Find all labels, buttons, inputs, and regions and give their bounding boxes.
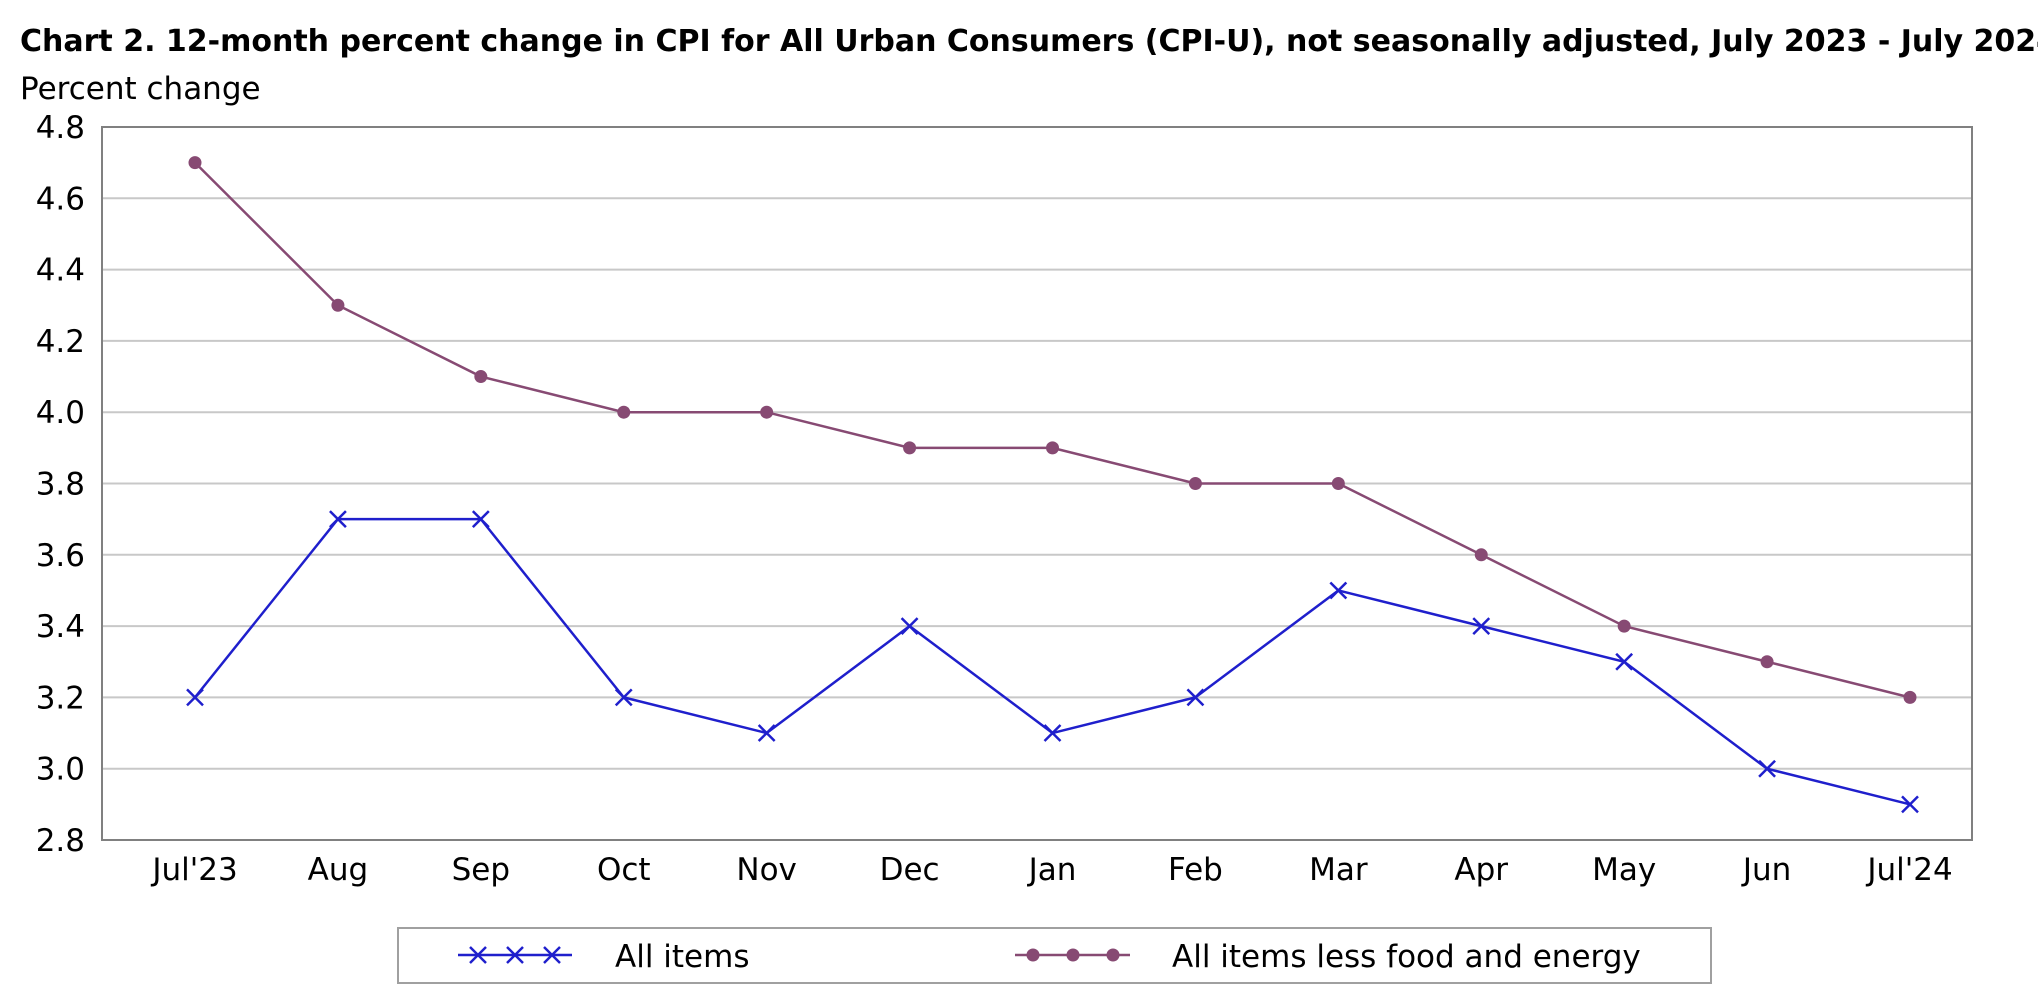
y-tick-label: 4.8 <box>36 110 85 146</box>
x-marker-stroke <box>329 510 347 529</box>
x-marker-stroke <box>900 617 919 635</box>
x-marker-stroke <box>1615 652 1634 671</box>
data-point <box>903 441 917 455</box>
plot-area-frame <box>101 126 1973 841</box>
x-marker-stroke <box>1472 617 1491 635</box>
data-point <box>760 405 774 419</box>
y-tick-label: 3.6 <box>36 538 85 574</box>
legend-label: All items less food and energy <box>1172 939 1641 975</box>
data-point <box>1188 477 1202 490</box>
x-tick-label: Dec <box>880 852 940 888</box>
x-marker-stroke <box>543 946 561 964</box>
x-tick-label: Sep <box>452 852 510 888</box>
data-point <box>900 617 919 635</box>
x-tick-label: Jun <box>1741 852 1791 888</box>
y-axis-ticks: 2.8 3.0 3.2 3.4 3.6 3.8 4.0 4.2 4.4 4.6 4.8 <box>36 110 85 859</box>
gridlines <box>102 126 1972 841</box>
legend-entry-core: All items less food and energy <box>1015 939 1641 975</box>
y-tick-label: 3.2 <box>36 680 85 716</box>
y-tick-label: 4.2 <box>36 324 85 360</box>
legend-marker <box>1066 948 1080 962</box>
legend-marker <box>1106 948 1120 962</box>
legend-marker <box>543 946 561 964</box>
y-tick-label: 4.4 <box>36 253 85 289</box>
data-point <box>1903 690 1917 704</box>
series-group <box>186 156 1919 814</box>
legend: All items All items less food and energy <box>397 927 1712 984</box>
x-tick-label: Jul'23 <box>150 852 237 888</box>
x-marker-stroke <box>1186 688 1205 707</box>
data-point <box>1331 477 1345 490</box>
x-marker-stroke <box>1901 795 1919 814</box>
x-tick-label: Apr <box>1454 852 1508 888</box>
data-point <box>1472 617 1491 635</box>
x-marker-stroke <box>471 510 490 529</box>
data-point <box>474 370 488 384</box>
x-marker-stroke <box>757 724 776 742</box>
x-marker-stroke <box>469 946 487 964</box>
x-marker-stroke <box>1329 581 1348 600</box>
y-tick-label: 3.4 <box>36 609 85 645</box>
y-tick-label: 4.0 <box>36 395 85 431</box>
data-point <box>1615 652 1634 671</box>
x-tick-label: Jul'24 <box>1865 852 1952 888</box>
data-point <box>614 688 633 707</box>
x-tick-label: Oct <box>597 852 651 888</box>
x-tick-label: May <box>1592 852 1656 888</box>
legend-marker <box>506 946 524 964</box>
x-marker-stroke <box>1043 724 1062 742</box>
legend-entry-all-items: All items <box>458 939 749 975</box>
data-point <box>329 510 347 529</box>
legend-marker <box>469 946 487 964</box>
legend-marker <box>1026 948 1040 962</box>
x-axis-ticks: Jul'23 Aug Sep Oct Nov Dec Jan Feb Mar Apr May Jun J… <box>150 852 1952 888</box>
data-point <box>1046 441 1059 455</box>
x-tick-label: Nov <box>736 852 797 888</box>
y-axis-label: Percent change <box>20 71 261 107</box>
legend-label: All items <box>615 939 749 975</box>
x-marker-stroke <box>186 688 204 707</box>
x-tick-label: Mar <box>1309 852 1368 888</box>
x-marker-stroke <box>506 946 524 964</box>
data-point <box>1617 619 1631 633</box>
data-point <box>757 724 776 742</box>
series-line <box>194 517 1911 806</box>
data-point <box>188 156 202 170</box>
series-line <box>194 161 1911 699</box>
y-tick-label: 3.8 <box>36 467 85 503</box>
y-tick-label: 2.8 <box>36 823 85 859</box>
data-point <box>471 510 490 529</box>
data-point <box>1043 724 1062 742</box>
x-marker-stroke <box>1758 759 1776 778</box>
data-point <box>617 405 631 419</box>
data-point <box>1758 759 1776 778</box>
data-point <box>1186 688 1205 707</box>
data-point <box>1901 795 1919 814</box>
x-tick-label: Aug <box>308 852 369 888</box>
x-marker-stroke <box>614 688 633 707</box>
data-point <box>1329 581 1348 600</box>
data-point <box>186 688 204 707</box>
y-tick-label: 3.0 <box>36 752 85 788</box>
data-point <box>1474 548 1488 562</box>
data-point <box>1760 655 1774 669</box>
series-all-items <box>186 510 1919 814</box>
y-tick-label: 4.6 <box>36 181 85 217</box>
x-tick-label: Feb <box>1168 852 1223 888</box>
series-core <box>188 156 1917 704</box>
data-point <box>331 298 345 312</box>
chart-title: Chart 2. 12-month percent change in CPI … <box>20 24 2038 59</box>
x-tick-label: Jan <box>1027 852 1077 888</box>
